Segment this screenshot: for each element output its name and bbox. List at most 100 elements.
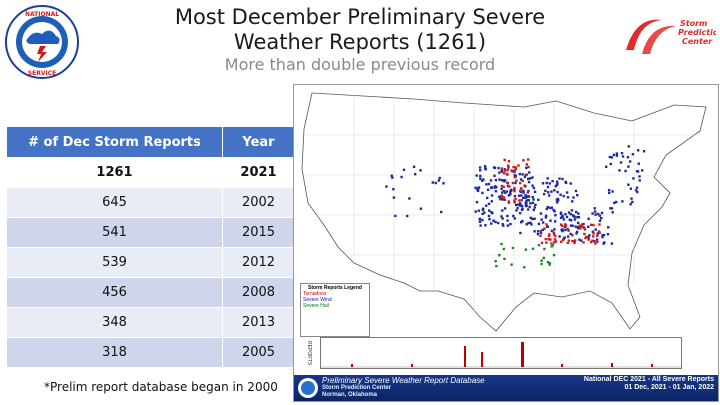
storm-report-marker: [566, 227, 569, 230]
storm-report-marker: [514, 166, 517, 169]
storm-report-marker: [638, 175, 641, 178]
storm-report-marker: [577, 212, 580, 215]
storm-report-marker: [539, 234, 542, 237]
storm-report-marker: [526, 191, 529, 194]
storm-report-marker: [503, 158, 506, 162]
storm-report-marker: [594, 228, 597, 231]
storm-report-marker: [495, 264, 498, 268]
storm-report-marker: [533, 206, 536, 209]
storm-report-marker: [514, 167, 517, 171]
storm-report-marker: [553, 241, 556, 244]
storm-report-marker: [519, 211, 522, 215]
storm-report-marker: [598, 223, 601, 226]
storm-report-marker: [587, 236, 590, 239]
storm-report-marker: [594, 242, 597, 245]
storm-report-marker: [524, 204, 527, 208]
storm-report-marker: [490, 194, 494, 197]
storm-report-marker: [488, 209, 491, 212]
storm-report-marker: [524, 196, 527, 200]
storm-report-marker: [545, 207, 548, 211]
storm-report-marker: [550, 206, 553, 209]
storm-report-marker: [539, 212, 543, 215]
storm-report-marker: [478, 217, 481, 221]
storm-report-marker: [506, 224, 510, 227]
us-outline: [301, 92, 707, 332]
storm-report-marker: [517, 164, 520, 167]
storm-report-marker: [493, 174, 496, 177]
storm-report-marker: [546, 261, 550, 264]
storm-report-marker: [521, 179, 524, 183]
storm-report-marker: [519, 204, 522, 207]
storm-report-marker: [555, 183, 559, 187]
storm-report-marker: [596, 232, 599, 235]
storm-report-marker: [494, 190, 498, 193]
storm-report-marker: [580, 223, 584, 226]
cell-year: 2013: [222, 307, 294, 338]
storm-report-marker: [513, 188, 516, 191]
storm-report-marker: [609, 162, 612, 166]
storm-report-marker: [520, 208, 524, 211]
storm-report-marker: [591, 212, 594, 215]
storm-report-marker: [526, 195, 530, 198]
storm-report-marker: [517, 203, 520, 206]
storm-report-marker: [607, 188, 611, 192]
storm-report-marker: [547, 238, 550, 241]
storm-report-marker: [475, 201, 479, 204]
storm-report-marker: [529, 221, 532, 224]
storm-report-marker: [510, 169, 513, 172]
storm-report-marker: [554, 220, 557, 223]
storm-report-marker: [509, 222, 512, 226]
storm-report-marker: [569, 213, 572, 216]
storm-report-marker: [590, 223, 593, 226]
storm-report-marker: [600, 217, 603, 220]
storm-report-marker: [392, 196, 396, 199]
storm-report-marker: [629, 203, 632, 206]
storm-report-marker: [517, 194, 521, 197]
storm-report-marker: [513, 217, 516, 220]
storm-report-marker: [532, 198, 535, 201]
storm-report-marker: [611, 211, 614, 214]
storm-report-marker: [592, 223, 595, 227]
storm-report-marker: [501, 223, 504, 226]
cell-year: 2015: [222, 217, 294, 248]
storm-report-marker: [580, 239, 583, 242]
storm-report-marker: [481, 218, 484, 222]
storm-report-marker: [562, 218, 566, 221]
slide-title-line2: Weather Reports (1261): [233, 30, 487, 54]
table-row: 318 2005: [7, 337, 294, 367]
histogram-label: REPORTS: [306, 341, 312, 366]
storm-report-marker: [595, 238, 599, 241]
storm-report-marker: [610, 156, 614, 159]
storm-report-marker: [484, 167, 487, 170]
storm-report-marker: [503, 169, 507, 172]
storm-report-marker: [479, 174, 482, 178]
storm-report-marker: [529, 177, 532, 180]
storm-report-marker: [490, 186, 493, 189]
storm-report-marker: [509, 193, 512, 196]
cell-year: 2005: [222, 337, 294, 367]
storm-report-marker: [502, 172, 506, 175]
storm-report-marker: [611, 190, 614, 193]
storm-report-marker: [501, 198, 504, 201]
storm-report-marker: [605, 165, 608, 168]
storm-report-marker: [518, 199, 521, 202]
storm-report-marker: [524, 194, 527, 197]
storm-report-marker: [533, 217, 536, 220]
storm-report-marker: [511, 181, 515, 185]
table-row: 1261 2021: [7, 157, 294, 188]
storm-report-marker: [561, 229, 564, 233]
storm-report-marker: [558, 235, 561, 238]
storm-report-marker: [627, 183, 630, 186]
storm-report-marker: [503, 198, 506, 201]
storm-report-marker: [531, 195, 534, 199]
storm-report-marker: [596, 234, 599, 237]
storm-report-marker: [476, 189, 480, 193]
storm-report-marker: [554, 240, 557, 243]
banner-org: Storm Prediction Center Norman, Oklahoma: [322, 385, 391, 399]
storm-report-marker: [513, 176, 517, 179]
storm-report-marker: [577, 221, 580, 225]
storm-report-marker: [598, 231, 601, 234]
storm-report-marker: [619, 161, 623, 164]
svg-text:SERVICE: SERVICE: [28, 70, 56, 77]
storm-report-marker: [523, 175, 527, 179]
